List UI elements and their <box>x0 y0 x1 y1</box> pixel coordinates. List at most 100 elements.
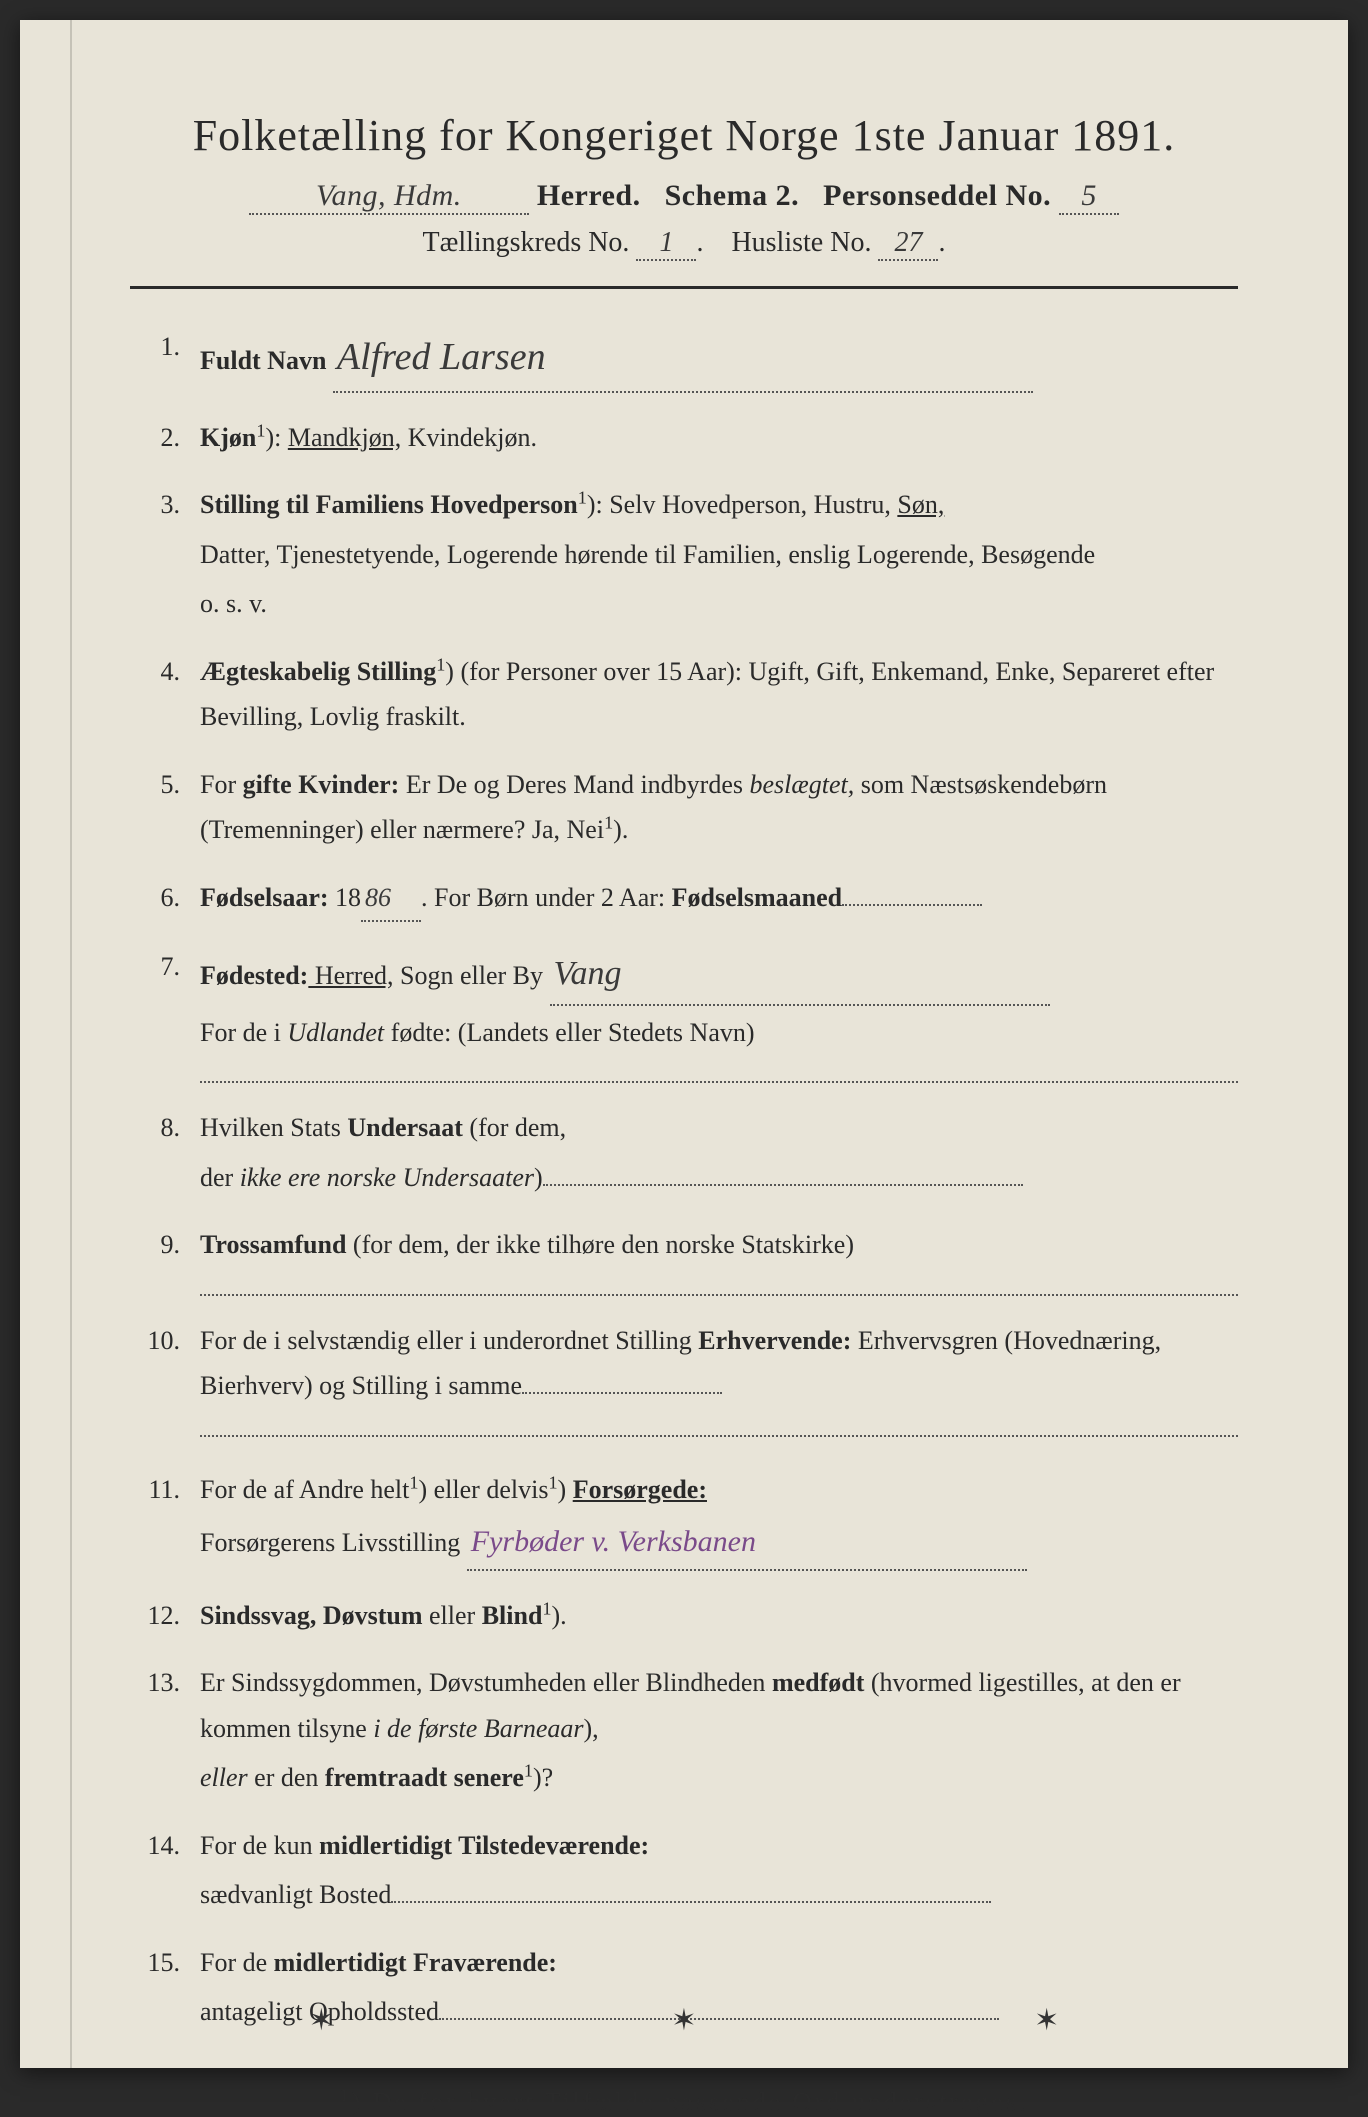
item-5: 5. For gifte Kvinder: Er De og Deres Man… <box>130 762 1238 853</box>
text-2a: ): <box>265 423 287 452</box>
item-9-content: Trossamfund (for dem, der ikke tilhøre d… <box>200 1222 1238 1296</box>
text-8a: Hvilken Stats <box>200 1113 347 1142</box>
label-fodested: Fødested: <box>200 961 308 990</box>
blank-14 <box>391 1901 991 1903</box>
item-4-content: Ægteskabelig Stilling1) (for Personer ov… <box>200 649 1238 740</box>
label-fravaerende: midlertidigt Fraværende: <box>274 1948 557 1977</box>
text-11-sub: Forsørgerens Livsstilling <box>200 1528 460 1557</box>
label-forsorgede: Forsørgede: <box>573 1475 707 1504</box>
label-blind: Blind <box>482 1601 543 1630</box>
item-14-content: For de kun midlertidigt Tilstedeværende:… <box>200 1823 1238 1918</box>
sup-13: 1 <box>524 1760 533 1780</box>
text-14-sub: sædvanligt Bosted <box>200 1880 391 1909</box>
item-12-num: 12. <box>130 1593 200 1639</box>
label-sindssvag: Sindssvag, Døvstum <box>200 1601 423 1630</box>
text-7a: Sogn eller By <box>394 961 544 990</box>
opt-herred: Herred, <box>308 961 393 990</box>
value-fodested: Vang <box>550 944 1050 1006</box>
label-fremtraadt: fremtraadt senere <box>325 1763 524 1792</box>
text-15a: For de <box>200 1948 274 1977</box>
herred-handwritten: Vang, Hdm. <box>249 179 529 215</box>
census-form-page: Folketælling for Kongeriget Norge 1ste J… <box>20 20 1348 2068</box>
sup-5: 1 <box>604 812 613 832</box>
blank-10b <box>200 1417 1238 1437</box>
item-7-num: 7. <box>130 944 200 1083</box>
personseddel-label: Personseddel No. <box>823 179 1051 212</box>
item-13-num: 13. <box>130 1660 200 1801</box>
item-12: 12. Sindssvag, Døvstum eller Blind1). <box>130 1593 1238 1639</box>
item-14: 14. For de kun midlertidigt Tilstedevære… <box>130 1823 1238 1918</box>
item-7-content: Fødested: Herred, Sogn eller By Vang For… <box>200 944 1238 1083</box>
label-gifte: gifte Kvinder: <box>243 770 400 799</box>
text-12b: ). <box>552 1601 567 1630</box>
header-divider <box>130 286 1238 289</box>
item-6-content: Fødselsaar: 1886. For Børn under 2 Aar: … <box>200 875 1238 923</box>
item-5-num: 5. <box>130 762 200 853</box>
text-3c: o. s. v. <box>200 581 1238 627</box>
bottom-marks: ✶ ✶ ✶ <box>20 2003 1348 2038</box>
text-13e: )? <box>533 1763 553 1792</box>
label-undersaat: Undersaat <box>347 1113 463 1142</box>
item-1-num: 1. <box>130 324 200 393</box>
sub-8: der ikke ere norske Undersaater) <box>200 1155 1238 1201</box>
item-2-content: Kjøn1): Mandkjøn, Kvindekjøn. <box>200 415 1238 461</box>
label-fodselsaar: Fødselsaar: <box>200 883 329 912</box>
blank-10a <box>522 1392 722 1394</box>
form-header: Folketælling for Kongeriget Norge 1ste J… <box>130 110 1238 261</box>
text-6a: . For Børn under 2 Aar: <box>421 883 672 912</box>
item-3-content: Stilling til Familiens Hovedperson1): Se… <box>200 482 1238 627</box>
text-8c: der <box>200 1163 240 1192</box>
item-7: 7. Fødested: Herred, Sogn eller By Vang … <box>130 944 1238 1083</box>
personseddel-no: 5 <box>1059 179 1119 215</box>
label-kjon: Kjøn <box>200 423 256 452</box>
text-10a: For de i selvstændig eller i underordnet… <box>200 1326 698 1355</box>
text-7-italic: Udlandet <box>287 1018 384 1047</box>
text-13a: Er Sindssygdommen, Døvstumheden eller Bl… <box>200 1668 772 1697</box>
text-7b: For de i <box>200 1018 287 1047</box>
herred-label: Herred. <box>537 179 641 212</box>
label-stilling: Stilling til Familiens Hovedperson <box>200 490 578 519</box>
item-9: 9. Trossamfund (for dem, der ikke tilhør… <box>130 1222 1238 1296</box>
schema-label: Schema 2. <box>665 179 800 212</box>
text-8-italic: ikke ere norske Undersaater <box>240 1163 534 1192</box>
sub-7: For de i Udlandet fødte: (Landets eller … <box>200 1010 1238 1056</box>
item-10-num: 10. <box>130 1318 200 1437</box>
item-10-content: For de i selvstændig eller i underordnet… <box>200 1318 1238 1437</box>
blank-7 <box>200 1063 1238 1083</box>
blank-8 <box>543 1184 1023 1186</box>
label-medfodt: medfødt <box>772 1668 864 1697</box>
blank-month <box>842 904 982 906</box>
opt-kvindekjon: Kvindekjøn. <box>401 423 537 452</box>
item-6: 6. Fødselsaar: 1886. For Børn under 2 Aa… <box>130 875 1238 923</box>
item-4: 4. Ægteskabelig Stilling1) (for Personer… <box>130 649 1238 740</box>
opt-mandkjon: Mandkjøn, <box>288 423 401 452</box>
text-13c: ), <box>583 1714 598 1743</box>
text-11b: ) eller delvis <box>418 1475 548 1504</box>
item-2: 2. Kjøn1): Mandkjøn, Kvindekjøn. <box>130 415 1238 461</box>
text-3b: Datter, Tjenestetyende, Logerende hørend… <box>200 532 1238 578</box>
item-1: 1. Fuldt Navn Alfred Larsen <box>130 324 1238 393</box>
item-8-content: Hvilken Stats Undersaat (for dem, der ik… <box>200 1105 1238 1200</box>
item-9-num: 9. <box>130 1222 200 1296</box>
item-12-content: Sindssvag, Døvstum eller Blind1). <box>200 1593 1238 1639</box>
label-fodselsmaaned: Fødselsmaaned <box>672 883 842 912</box>
kreds-no: 1 <box>636 227 696 261</box>
item-2-num: 2. <box>130 415 200 461</box>
item-10: 10. For de i selvstændig eller i underor… <box>130 1318 1238 1437</box>
husliste-no: 27 <box>878 227 938 261</box>
item-11: 11. For de af Andre helt1) eller delvis1… <box>130 1467 1238 1571</box>
item-3: 3. Stilling til Familiens Hovedperson1):… <box>130 482 1238 627</box>
sub-13: eller er den fremtraadt senere1)? <box>200 1755 1238 1801</box>
item-4-num: 4. <box>130 649 200 740</box>
item-6-num: 6. <box>130 875 200 923</box>
footnote-sup: 1 <box>339 2085 351 2105</box>
item-14-num: 14. <box>130 1823 200 1918</box>
item-13-content: Er Sindssygdommen, Døvstumheden eller Bl… <box>200 1660 1238 1801</box>
tick-mark: ✶ <box>309 2003 334 2038</box>
text-8d: ) <box>534 1163 543 1192</box>
kreds-label: Tællingskreds No. <box>423 227 630 258</box>
label-fuldt-navn: Fuldt Navn <box>200 346 326 375</box>
footnote: 1) De for hvert Tilfælde passende Ord un… <box>130 2085 1238 2117</box>
text-9: (for dem, der ikke tilhøre den norske St… <box>346 1230 854 1259</box>
text-5c: ). <box>613 815 628 844</box>
